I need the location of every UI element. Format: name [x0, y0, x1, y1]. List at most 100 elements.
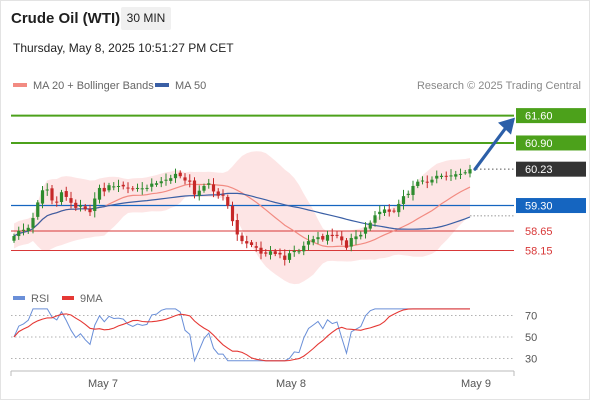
- rsi-swatch: [13, 296, 25, 301]
- ma50-swatch: [155, 83, 169, 88]
- candle-body: [316, 237, 320, 240]
- candle-body: [264, 252, 268, 254]
- candle-body: [50, 188, 54, 201]
- rsi-9ma-line: [13, 308, 470, 362]
- candle-body: [83, 206, 87, 210]
- ma9-label: 9MA: [80, 293, 103, 305]
- timeframe-badge[interactable]: 30 MIN: [121, 7, 171, 30]
- ma50-label: MA 50: [175, 80, 207, 92]
- legend-rsi: RSI: [13, 293, 49, 305]
- instrument-title: Crude Oil (WTI): [11, 10, 121, 27]
- candle-body: [363, 227, 368, 234]
- level-tag-60.23: 60.23: [516, 161, 586, 177]
- candle-body: [354, 236, 358, 240]
- candle-body: [192, 180, 197, 195]
- candle-body: [154, 183, 159, 185]
- candle-body: [78, 205, 83, 207]
- candle-body: [373, 215, 377, 223]
- candle-body: [401, 196, 406, 204]
- candle-body: [221, 194, 225, 196]
- candle-body: [268, 251, 273, 255]
- candle-body: [126, 187, 130, 189]
- candle-body: [145, 187, 149, 189]
- x-tick-label-0: May 7: [88, 378, 118, 390]
- rsi-level-label-70: 70: [525, 310, 537, 322]
- candle-body: [306, 241, 311, 245]
- candle-body: [45, 189, 49, 191]
- candle-body: [311, 239, 315, 243]
- candle-body: [183, 177, 187, 181]
- candle-body: [36, 202, 40, 217]
- candle-body: [259, 247, 263, 254]
- candle-body: [287, 253, 292, 260]
- candle-body: [382, 209, 387, 213]
- x-tick-label-1: May 8: [276, 378, 306, 390]
- candle-body: [26, 227, 30, 231]
- candle-body: [254, 246, 258, 248]
- candle-body: [245, 241, 249, 244]
- candle-body: [340, 236, 344, 241]
- candle-body: [21, 229, 26, 231]
- candle-body: [335, 234, 339, 236]
- level-tag-bg: [516, 198, 586, 214]
- rsi-level-label-30: 30: [525, 354, 537, 366]
- candle-body: [40, 190, 45, 204]
- bollinger-band: [14, 151, 470, 285]
- candle-body: [283, 255, 287, 260]
- candle-body: [463, 172, 467, 174]
- candle-body: [330, 234, 334, 237]
- projection-arrow-shaft: [473, 126, 508, 171]
- candle-body: [240, 235, 244, 242]
- rsi-level-label-50: 50: [525, 332, 537, 344]
- candle-body: [159, 181, 163, 184]
- candle-body: [458, 173, 463, 175]
- candle-body: [387, 209, 391, 212]
- ma20-label: MA 20 + Bollinger Bands: [33, 80, 154, 92]
- candle-body: [12, 236, 16, 241]
- candle-body: [397, 203, 401, 213]
- candle-body: [17, 230, 21, 237]
- level-tag-61.60: 61.60: [516, 108, 586, 124]
- level-tag-text: 60.23: [525, 164, 553, 176]
- ma20-swatch: [13, 83, 27, 88]
- candle-body: [416, 181, 420, 186]
- candle-body: [107, 185, 111, 191]
- candle-body: [74, 202, 78, 208]
- candle-body: [349, 237, 353, 247]
- level-tag-59.30: 59.30: [516, 198, 586, 214]
- candle-body: [368, 222, 372, 229]
- legend-9ma: 9MA: [62, 293, 103, 305]
- candle-body: [112, 186, 116, 188]
- candle-body: [211, 184, 216, 192]
- candle-body: [173, 173, 178, 179]
- level-tag-text: 58.15: [525, 246, 553, 258]
- candle-body: [406, 193, 410, 195]
- candle-body: [249, 242, 254, 246]
- candle-body: [444, 175, 448, 177]
- candle-body: [439, 175, 444, 177]
- level-tag-text: 58.65: [525, 226, 553, 238]
- level-tag-text: 59.30: [525, 201, 553, 213]
- candle-body: [88, 209, 92, 213]
- x-tick-label-2: May 9: [461, 378, 491, 390]
- candle-body: [226, 196, 230, 206]
- level-tag-bg: [516, 161, 586, 177]
- candle-body: [102, 187, 106, 192]
- projection-arrow-head: [498, 117, 515, 135]
- candle-body: [411, 185, 415, 195]
- candle-body: [97, 187, 102, 200]
- candle-body: [69, 198, 73, 203]
- candle-body: [292, 250, 296, 253]
- candle-body: [392, 210, 396, 212]
- candle-body: [135, 187, 140, 189]
- level-tag-58.15: 58.15: [525, 246, 553, 258]
- candle-body: [64, 191, 68, 197]
- candle-body: [321, 236, 325, 240]
- candle-body: [278, 252, 282, 255]
- candle-body: [216, 191, 220, 196]
- candle-body: [207, 183, 211, 185]
- candle-body: [449, 175, 453, 177]
- candle-body: [297, 251, 301, 253]
- candle-body: [325, 234, 330, 241]
- candle-body: [425, 181, 429, 183]
